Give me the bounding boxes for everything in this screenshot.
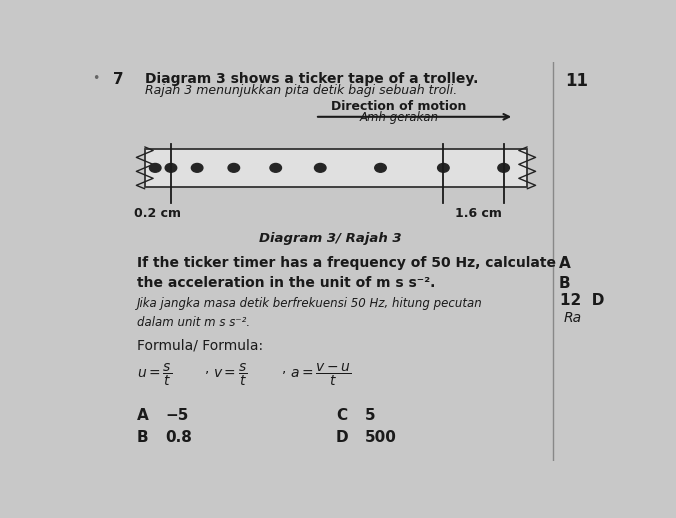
Text: Amh gerakan: Amh gerakan	[359, 111, 439, 124]
Text: 5: 5	[365, 408, 375, 423]
Text: −5: −5	[166, 408, 189, 423]
Text: 0.8: 0.8	[166, 430, 193, 445]
Text: 500: 500	[365, 430, 397, 445]
Text: $,$: $,$	[204, 362, 209, 376]
Text: $a = \dfrac{v-u}{t}$: $a = \dfrac{v-u}{t}$	[290, 362, 352, 388]
Text: the acceleration in the unit of m s s⁻².: the acceleration in the unit of m s s⁻².	[137, 276, 435, 291]
Text: 1.6 cm: 1.6 cm	[456, 207, 502, 220]
Circle shape	[191, 164, 203, 172]
Text: Direction of motion: Direction of motion	[331, 100, 466, 113]
Circle shape	[314, 164, 326, 172]
Text: B: B	[137, 430, 149, 445]
Text: $u = \dfrac{s}{t}$: $u = \dfrac{s}{t}$	[137, 362, 172, 388]
Bar	[145, 149, 527, 187]
Text: Diagram 3/ Rajah 3: Diagram 3/ Rajah 3	[260, 232, 402, 244]
Text: 12  D: 12 D	[560, 294, 604, 309]
Text: $v = \dfrac{s}{t}$: $v = \dfrac{s}{t}$	[213, 362, 247, 388]
Text: $,$: $,$	[281, 362, 286, 376]
Text: B: B	[558, 276, 571, 291]
Text: Ra: Ra	[564, 311, 582, 325]
Circle shape	[270, 164, 281, 172]
Text: Formula/ Formula:: Formula/ Formula:	[137, 339, 263, 353]
Text: dalam unit m s s⁻².: dalam unit m s s⁻².	[137, 316, 250, 329]
Text: Rajah 3 menunjukkan pita detik bagi sebuah troli.: Rajah 3 menunjukkan pita detik bagi sebu…	[145, 84, 457, 97]
Text: 7: 7	[114, 72, 124, 87]
Text: If the ticker timer has a frequency of 50 Hz, calculate: If the ticker timer has a frequency of 5…	[137, 255, 556, 269]
Circle shape	[165, 164, 176, 172]
Circle shape	[437, 164, 449, 172]
Text: D: D	[336, 430, 349, 445]
Text: A: A	[558, 255, 571, 270]
Text: •: •	[93, 72, 100, 85]
Text: 11: 11	[565, 72, 588, 90]
Text: Diagram 3 shows a ticker tape of a trolley.: Diagram 3 shows a ticker tape of a troll…	[145, 72, 478, 86]
Bar	[554, 62, 608, 461]
Text: A: A	[137, 408, 149, 423]
Circle shape	[498, 164, 510, 172]
Text: C: C	[336, 408, 347, 423]
Text: 0.2 cm: 0.2 cm	[135, 207, 181, 220]
Circle shape	[228, 164, 239, 172]
Text: Jika jangka masa detik berfrekuensi 50 Hz, hitung pecutan: Jika jangka masa detik berfrekuensi 50 H…	[137, 297, 483, 310]
Circle shape	[375, 164, 386, 172]
Circle shape	[149, 164, 161, 172]
